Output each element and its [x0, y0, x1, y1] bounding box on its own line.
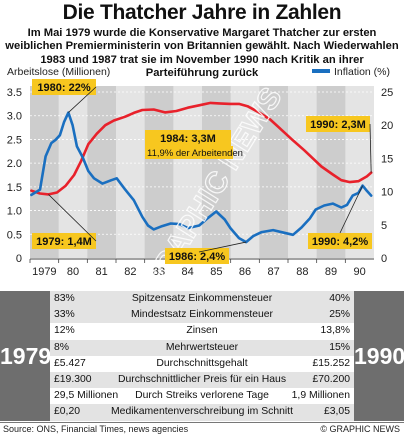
value-1990: 13,8%	[320, 325, 350, 337]
value-1990: 1,9 Millionen	[291, 390, 350, 402]
stat-label: Durchschnittlicher Preis für ein Haus	[117, 373, 287, 385]
annotation-label: 1984: 3,3M	[160, 133, 216, 145]
annotation-label: 1979: 1,4M	[36, 236, 92, 248]
stat-label: Durch Streiks verlorene Tage	[135, 390, 269, 402]
value-1979: 12%	[54, 325, 75, 337]
value-1990: £70.200	[312, 373, 350, 385]
annotation-leader	[369, 123, 372, 173]
stat-label: Durchschnittsgehalt	[156, 357, 248, 369]
source-note: Source: ONS, Financial Times, news agenc…	[3, 424, 189, 434]
stat-label: Spitzensatz Einkommensteuer	[131, 293, 273, 304]
annotation-label: 1990: 4,2%	[312, 236, 368, 248]
value-1979: 83%	[54, 293, 75, 304]
value-1979: 8%	[54, 341, 70, 353]
stats-row: 33% Mindestsatz Einkommensteuer 25%	[50, 307, 354, 324]
annotation-leader	[48, 194, 97, 242]
page-title: Die Thatcher Jahre in Zahlen	[62, 1, 342, 24]
x-tick-label: 86	[239, 266, 251, 278]
stat-label: Mindestsatz Einkommensteuer	[130, 309, 274, 321]
left-tick-label: 0.5	[7, 229, 22, 241]
year-1979-label: 1979	[0, 343, 52, 369]
annotation-box	[32, 233, 96, 249]
right-tick-label: 0	[381, 253, 387, 265]
stats-table: 83% Spitzensatz Einkommensteuer 40% 33% Mind…	[50, 291, 354, 421]
left-tick-label: 2.0	[7, 158, 22, 170]
right-tick-label: 20	[381, 120, 393, 132]
left-side-panel	[0, 291, 50, 421]
left-axis-label: Arbeitslose (Millionen)	[7, 66, 111, 78]
annotation-leader	[339, 185, 363, 234]
year-stripe	[230, 86, 260, 258]
value-1990: 25%	[329, 309, 350, 321]
x-tick-label: 84	[182, 266, 194, 278]
right-tick-label: 25	[381, 87, 393, 99]
stats-row: 83% Spitzensatz Einkommensteuer 40%	[50, 291, 354, 308]
value-1990: £15.252	[312, 357, 350, 369]
annotation-box	[308, 233, 372, 249]
left-tick-label: 1.5	[7, 182, 22, 194]
stats-row: £0,20 Medikamentenverschreibung im Schnit…	[50, 404, 354, 421]
value-1979: £0,20	[54, 406, 81, 418]
year-stripe	[58, 86, 88, 258]
inflation-legend-swatch	[311, 69, 330, 74]
right-tick-label: 10	[381, 187, 393, 199]
stats-row: 12% Zinsen 13,8%	[50, 323, 354, 339]
x-tick-label: 88	[296, 266, 308, 278]
year-1990-label: 1990	[354, 343, 404, 369]
stats-row: £5.427 Durchschnittsgehalt £15.252	[50, 356, 354, 372]
annotation-label: 1986: 2,4%	[169, 251, 225, 263]
annotation-sub-box	[145, 146, 233, 159]
annotation-sublabel: 11,9% der Arbeitenden	[147, 148, 243, 159]
value-1990: 15%	[329, 341, 350, 353]
stat-label: Zinsen	[186, 325, 218, 337]
left-tick-label: 0	[16, 253, 22, 265]
left-tick-label: 3.0	[7, 111, 22, 123]
annotation-box	[145, 130, 231, 146]
annotation-leader	[198, 241, 247, 253]
stat-label: Mehrwertsteuer	[165, 341, 239, 353]
left-tick-label: 2.5	[7, 134, 22, 146]
value-1979: 33%	[54, 309, 75, 321]
value-1979: £5.427	[54, 357, 86, 369]
stat-label: Medikamentenverschreibung im Schnitt	[111, 406, 293, 418]
left-tick-label: 1.0	[7, 206, 22, 218]
intro-text: Im Mai 1979 wurde die Konservative Marga…	[5, 27, 399, 79]
x-tick-label: 90	[354, 266, 366, 278]
x-tick-label: 81	[96, 266, 108, 278]
x-tick-label: 82	[124, 266, 136, 278]
footer-rule	[0, 422, 404, 423]
value-1990: £3,05	[323, 406, 350, 418]
x-tick-label: 80	[67, 266, 79, 278]
annotation-label: 1980: 22%	[37, 82, 90, 94]
right-tick-label: 5	[381, 220, 387, 232]
stats-row: £19.300 Durchschnittlicher Preis für ein …	[50, 371, 354, 389]
inflation-series-line	[30, 111, 373, 244]
x-tick-label: 83	[153, 266, 165, 278]
x-tick-label: 89	[325, 266, 337, 278]
value-1979: 29,5 Millionen	[54, 390, 119, 402]
left-axis-title: Arbeitslose (Millionen)	[3, 66, 110, 78]
year-stripe	[288, 86, 317, 258]
stats-row: 8% Mehrwertsteuer 15%	[50, 339, 354, 356]
x-tick-label: 85	[210, 266, 222, 278]
right-axis-label: Inflation (%)	[333, 66, 390, 78]
value-1990: 40%	[329, 293, 350, 304]
left-tick-label: 3.5	[7, 87, 22, 99]
credit-note: © GRAPHIC NEWS	[320, 424, 400, 434]
x-tick-label: 1979	[32, 266, 56, 278]
year-stripe	[345, 86, 374, 258]
annotation-box	[165, 248, 229, 264]
stats-row: 29,5 Millionen Durch Streiks verlorene Ta…	[50, 388, 354, 404]
annotation-box	[32, 79, 96, 95]
value-1979: £19.300	[54, 373, 92, 385]
right-axis-title: Inflation (%)	[311, 66, 390, 78]
unemployment-series-line	[30, 101, 373, 196]
thatcher-line-chart: 0 0.5 1.0 1.5 2.0 2.5 3.0 3.5 0 5 10 15 20 25 1979 80…	[7, 79, 393, 291]
annotation-leader	[68, 86, 97, 113]
annotation-box	[306, 116, 370, 132]
right-tick-label: 15	[381, 153, 393, 165]
x-tick-label: 87	[268, 266, 280, 278]
annotation-label: 1990: 2,3M	[310, 119, 366, 131]
right-side-panel	[354, 291, 404, 421]
